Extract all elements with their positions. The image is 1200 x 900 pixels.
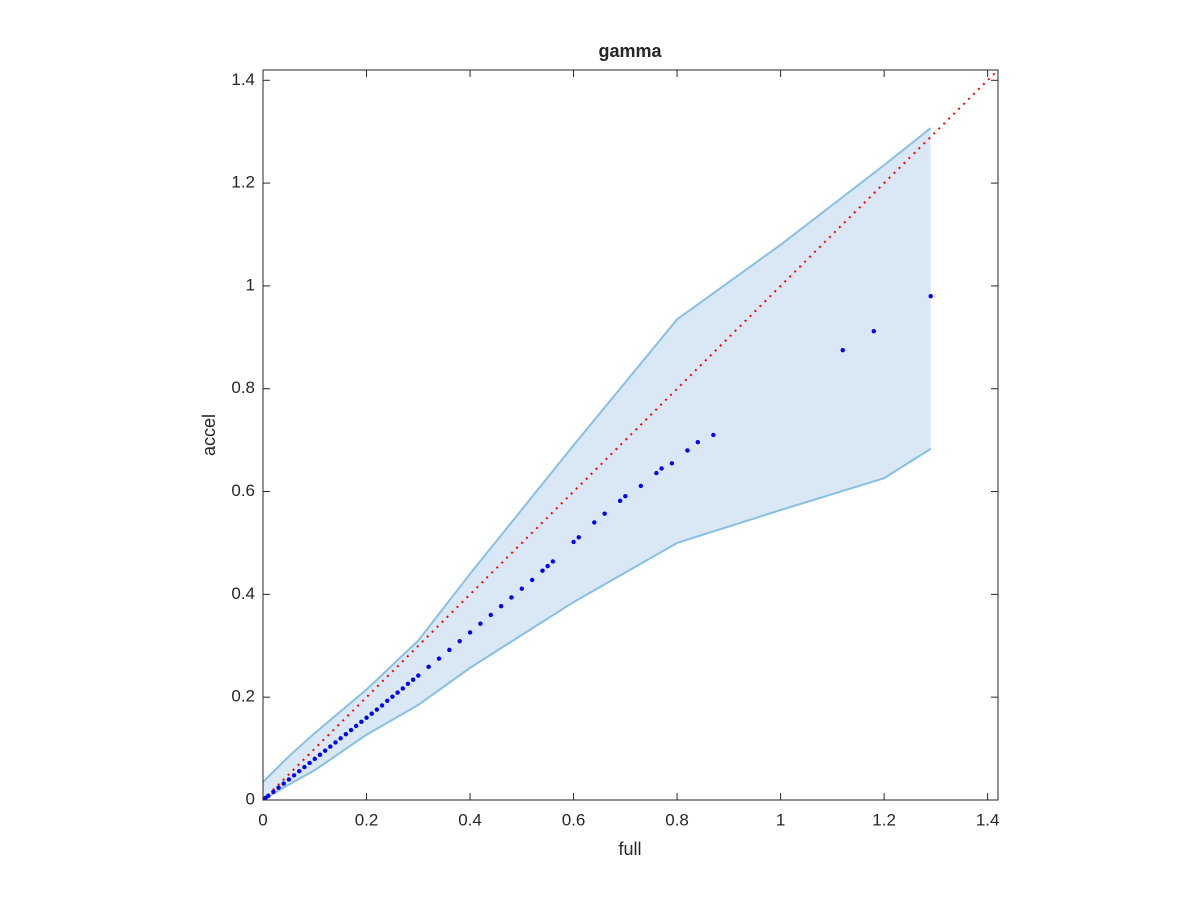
- x-axis-label: full: [618, 839, 641, 859]
- point: [395, 690, 400, 695]
- y-tick-label: 0.8: [231, 378, 255, 397]
- point: [638, 483, 644, 489]
- point: [385, 698, 390, 703]
- point: [343, 731, 349, 737]
- y-tick-label: 1.2: [231, 173, 255, 192]
- point: [359, 719, 364, 725]
- point: [467, 630, 473, 635]
- point: [281, 781, 286, 786]
- point: [379, 703, 385, 708]
- y-tick-label: 1.4: [231, 70, 255, 89]
- point: [307, 760, 312, 766]
- point: [509, 595, 514, 600]
- point: [276, 785, 281, 790]
- point: [265, 793, 271, 799]
- point: [364, 715, 369, 720]
- y-axis-label: accel: [199, 414, 219, 456]
- point: [669, 461, 675, 466]
- point: [338, 736, 343, 741]
- band-upper: [262, 127, 932, 783]
- point: [571, 539, 576, 545]
- axes-box: [262, 69, 999, 801]
- point: [410, 677, 416, 682]
- y-tick-label: 0.2: [231, 687, 255, 706]
- point: [333, 740, 338, 745]
- chart-title: gamma: [598, 41, 662, 61]
- point: [348, 727, 354, 733]
- point: [545, 563, 550, 569]
- point: [928, 293, 933, 299]
- point: [369, 711, 374, 716]
- point: [405, 681, 411, 687]
- point: [540, 568, 545, 573]
- point: [871, 328, 876, 334]
- point: [317, 752, 323, 757]
- point: [576, 535, 581, 540]
- point: [840, 347, 845, 353]
- band-area: [263, 128, 931, 800]
- point: [478, 621, 483, 626]
- point: [695, 439, 700, 445]
- point: [312, 756, 317, 762]
- point: [623, 493, 628, 499]
- point: [447, 647, 452, 653]
- point: [374, 707, 380, 712]
- point: [302, 764, 307, 770]
- point: [400, 686, 405, 691]
- point: [286, 777, 292, 782]
- x-tick-label: 1: [776, 810, 785, 829]
- point: [592, 520, 597, 525]
- point: [488, 612, 493, 618]
- x-tick-label: 1.4: [976, 810, 1000, 829]
- point: [322, 748, 328, 753]
- point: [297, 769, 302, 774]
- point: [353, 723, 359, 729]
- point: [654, 470, 659, 476]
- point: [291, 773, 297, 778]
- x-tick-label: 0.6: [562, 810, 586, 829]
- point: [328, 744, 333, 749]
- point: [390, 694, 395, 699]
- point: [436, 656, 442, 661]
- point: [659, 466, 664, 471]
- x-tick-label: 0: [258, 810, 267, 829]
- point: [416, 673, 421, 678]
- y-tick-label: 0: [246, 789, 255, 808]
- x-tick-label: 0.8: [665, 810, 689, 829]
- point: [602, 511, 607, 516]
- point: [685, 448, 690, 453]
- point: [457, 638, 462, 644]
- point: [711, 432, 716, 438]
- x-tick-label: 0.2: [355, 810, 379, 829]
- point: [617, 498, 623, 504]
- point: [498, 603, 504, 609]
- y-tick-label: 1: [246, 275, 255, 294]
- point: [519, 586, 525, 591]
- band-lower: [262, 448, 932, 801]
- y-tick-label: 0.4: [231, 584, 255, 603]
- y-tick-label: 0.6: [231, 481, 255, 500]
- x-tick-label: 1.2: [872, 810, 896, 829]
- point: [550, 559, 556, 564]
- x-tick-label: 0.4: [458, 810, 482, 829]
- point: [529, 577, 535, 583]
- point: [426, 664, 431, 670]
- point: [271, 789, 276, 794]
